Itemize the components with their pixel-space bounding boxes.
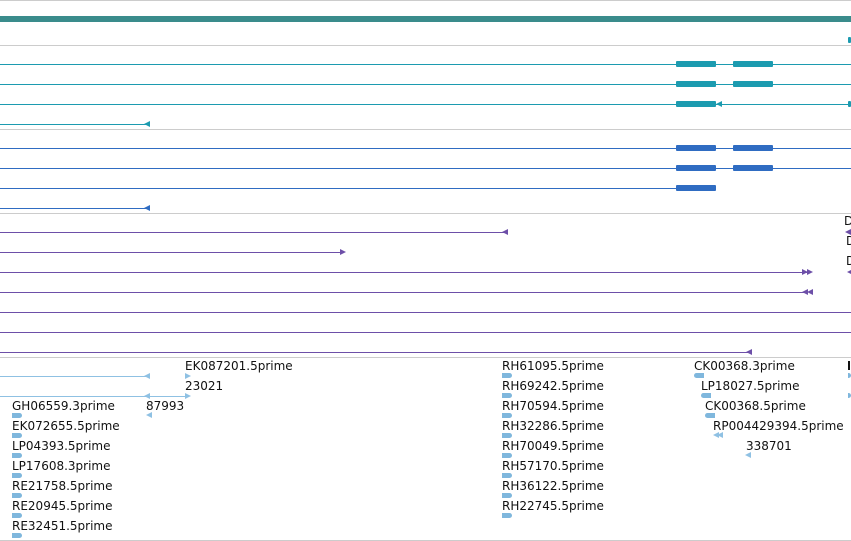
est-label[interactable]: RE32451.5prime <box>12 519 113 533</box>
edge-label: D <box>846 234 851 248</box>
est-glyph <box>12 413 22 418</box>
est-label[interactable]: 338701 <box>746 439 792 453</box>
est-label[interactable]: GH06559.3prime <box>12 399 115 413</box>
est-glyph <box>12 453 22 458</box>
est-glyph <box>502 373 512 378</box>
est-label[interactable]: RE21758.5prime <box>12 479 113 493</box>
scaffold-bar <box>0 16 851 22</box>
est-glyph <box>502 473 512 478</box>
track-separator <box>0 45 851 46</box>
est-label[interactable]: 23021 <box>185 379 224 393</box>
est-glyph <box>185 373 191 379</box>
est-label[interactable]: LP18027.5prime <box>701 379 800 393</box>
est-glyph <box>848 393 851 398</box>
est-glyph <box>713 432 719 438</box>
est-glyph <box>705 413 715 418</box>
edge-label: D <box>846 254 851 268</box>
est-glyph <box>502 513 512 518</box>
est-glyph <box>502 493 512 498</box>
track-separator <box>0 357 851 358</box>
track-separator <box>0 0 851 1</box>
est-glyph <box>717 432 723 438</box>
est-glyph <box>502 413 512 418</box>
est-label[interactable]: RH69242.5prime <box>502 379 604 393</box>
est-glyph <box>701 393 711 398</box>
est-glyph <box>502 433 512 438</box>
est-glyph <box>12 533 22 538</box>
track-separator <box>0 129 851 130</box>
est-glyph <box>694 373 704 378</box>
est-label[interactable]: LP04393.5prime <box>12 439 111 453</box>
est-label[interactable]: RH22745.5prime <box>502 499 604 513</box>
est-glyph <box>12 473 22 478</box>
est-label[interactable]: CK00368.5prime <box>705 399 806 413</box>
est-label[interactable]: RH70049.5prime <box>502 439 604 453</box>
est-label[interactable]: LP17608.3prime <box>12 459 111 473</box>
est-label[interactable]: RP004429394.5prime <box>713 419 844 433</box>
est-label[interactable]: EK072655.5prime <box>12 419 120 433</box>
est-label[interactable]: RH70594.5prime <box>502 399 604 413</box>
est-label[interactable]: RE20945.5prime <box>12 499 113 513</box>
est-label[interactable]: EK087201.5prime <box>185 359 293 373</box>
feature-fragment[interactable] <box>848 37 851 43</box>
est-label[interactable]: RH36122.5prime <box>502 479 604 493</box>
est-glyph <box>745 452 751 458</box>
est-label[interactable]: RH57170.5prime <box>502 459 604 473</box>
est-glyph <box>502 393 512 398</box>
est-fragment <box>848 361 850 370</box>
est-label[interactable]: 87993 <box>146 399 185 413</box>
est-glyph <box>146 412 152 418</box>
est-glyph <box>12 493 22 498</box>
est-label[interactable]: CK00368.3prime <box>694 359 795 373</box>
track-separator <box>0 213 851 214</box>
est-glyph <box>502 453 512 458</box>
est-label[interactable]: RH61095.5prime <box>502 359 604 373</box>
est-glyph <box>12 433 22 438</box>
edge-label: D <box>844 214 851 228</box>
est-glyph <box>12 513 22 518</box>
est-label[interactable]: RH32286.5prime <box>502 419 604 433</box>
est-glyph <box>848 373 851 378</box>
